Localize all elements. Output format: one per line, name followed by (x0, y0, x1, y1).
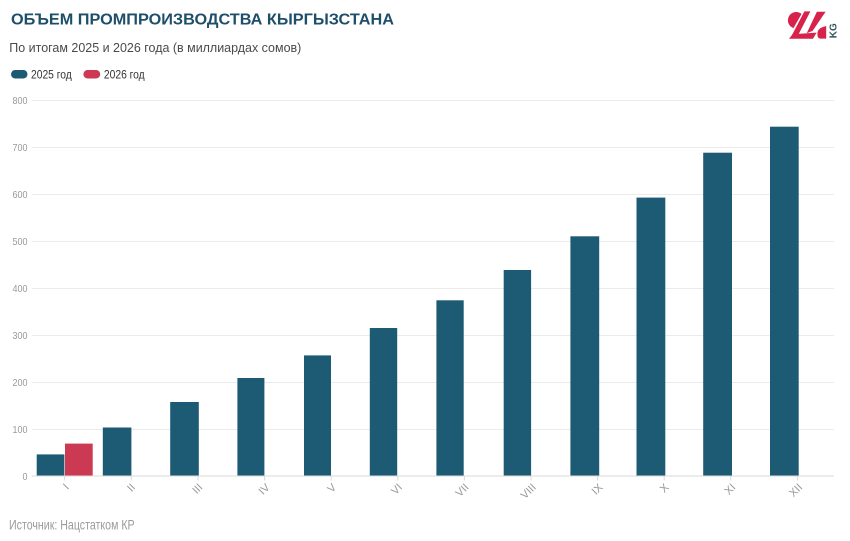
svg-text:0: 0 (23, 471, 28, 483)
svg-text:200: 200 (13, 377, 28, 389)
svg-text:500: 500 (13, 236, 28, 248)
svg-text:2026 год: 2026 год (104, 67, 145, 81)
svg-text:KG: KG (829, 23, 840, 38)
svg-text:600: 600 (13, 189, 28, 201)
svg-text:400: 400 (13, 283, 28, 295)
svg-text:2025 год: 2025 год (31, 67, 72, 81)
svg-text:100: 100 (13, 424, 28, 436)
svg-text:ОБЪЕМ ПРОМПРОИЗВОДСТВА КЫРГЫЗС: ОБЪЕМ ПРОМПРОИЗВОДСТВА КЫРГЫЗСТАНА (11, 12, 394, 29)
svg-text:I: I (61, 482, 72, 493)
svg-text:800: 800 (13, 95, 28, 107)
svg-text:700: 700 (13, 142, 28, 154)
svg-text:Источник: Нацстатком КР: Источник: Нацстатком КР (9, 518, 135, 533)
svg-text:По итогам 2025 и 2026 года (в: По итогам 2025 и 2026 года (в миллиардах… (9, 40, 301, 55)
svg-text:300: 300 (13, 330, 28, 342)
